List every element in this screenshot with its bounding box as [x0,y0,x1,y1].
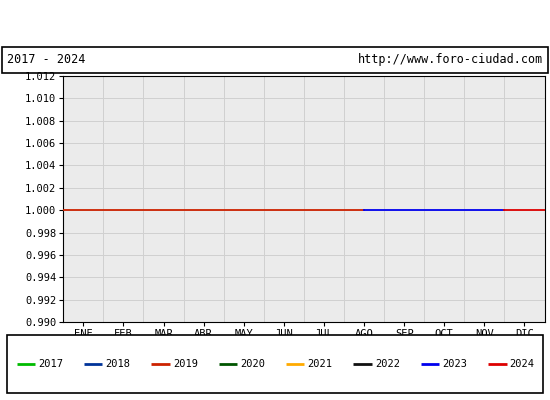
Text: Evolucion num de emigrantes en Aveinte: Evolucion num de emigrantes en Aveinte [109,16,441,32]
Text: 2017 - 2024: 2017 - 2024 [7,53,85,66]
Text: 2023: 2023 [442,359,468,369]
Text: 2017: 2017 [38,359,63,369]
Text: http://www.foro-ciudad.com: http://www.foro-ciudad.com [358,53,543,66]
Text: 2022: 2022 [375,359,400,369]
FancyBboxPatch shape [7,334,543,394]
Text: 2019: 2019 [173,359,198,369]
FancyBboxPatch shape [2,47,548,72]
Text: 2020: 2020 [240,359,265,369]
Text: 2024: 2024 [510,359,535,369]
Text: 2018: 2018 [106,359,130,369]
Text: 2021: 2021 [307,359,333,369]
